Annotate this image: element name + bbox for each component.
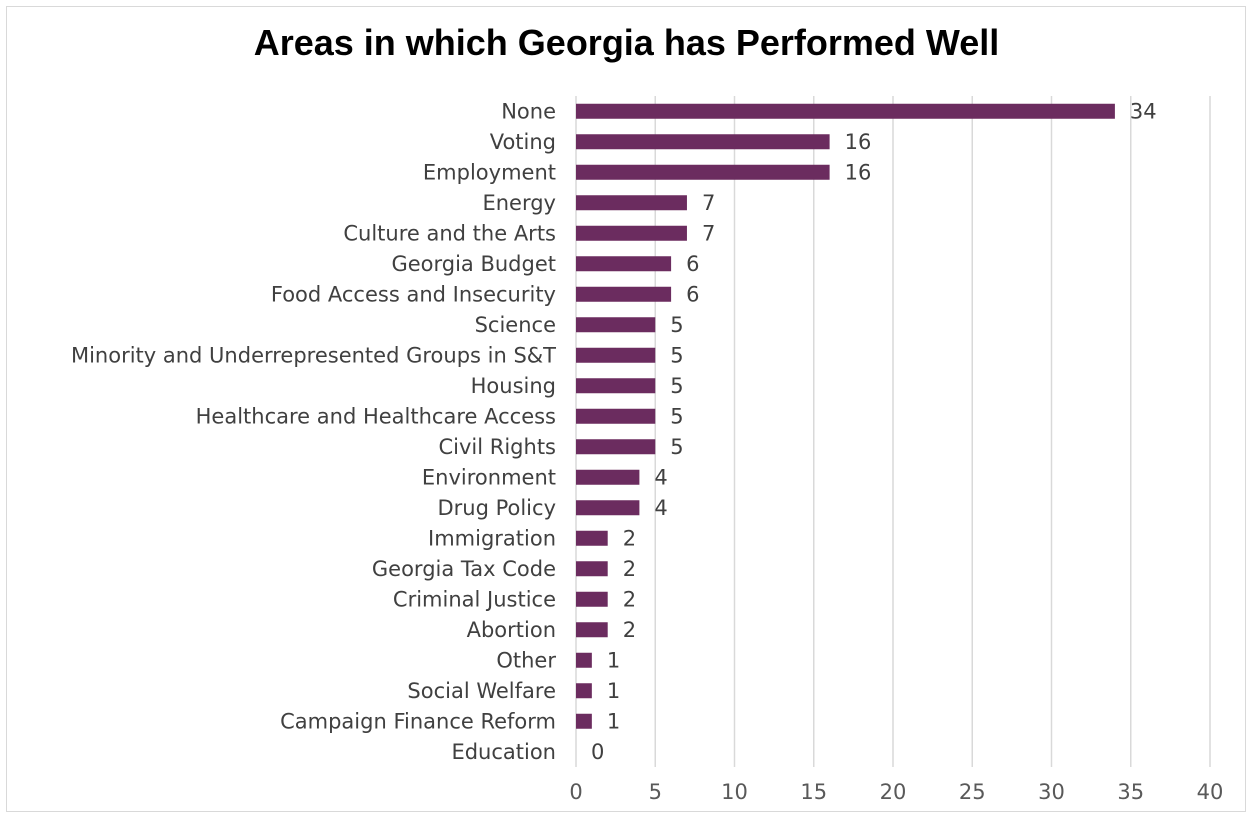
data-label: 5 <box>670 313 683 337</box>
category-label: Minority and Underrepresented Groups in … <box>71 343 556 367</box>
bar <box>576 378 656 394</box>
bar <box>576 561 608 577</box>
category-label: Campaign Finance Reform <box>280 709 556 733</box>
bar <box>576 225 687 241</box>
category-label: Georgia Budget <box>391 252 556 276</box>
x-tick-label: 15 <box>800 780 827 804</box>
bar <box>576 317 656 333</box>
x-tick-label: 0 <box>569 780 582 804</box>
bar <box>576 256 672 272</box>
data-label: 6 <box>686 282 699 306</box>
bar <box>576 591 608 607</box>
bar <box>576 713 592 729</box>
bar <box>576 408 656 424</box>
data-label: 2 <box>623 526 636 550</box>
data-label: 1 <box>607 709 620 733</box>
category-label: Science <box>475 313 556 337</box>
bar <box>576 683 592 699</box>
category-label: Environment <box>422 465 556 489</box>
data-label: 6 <box>686 252 699 276</box>
data-label: 2 <box>623 587 636 611</box>
category-label: Abortion <box>467 618 556 642</box>
x-tick-label: 40 <box>1197 780 1224 804</box>
category-label: Other <box>496 648 556 672</box>
data-label: 16 <box>845 130 872 154</box>
x-tick-label: 30 <box>1038 780 1065 804</box>
data-label: 2 <box>623 557 636 581</box>
bar <box>576 347 656 363</box>
data-label: 5 <box>670 374 683 398</box>
data-label: 2 <box>623 618 636 642</box>
category-label: Criminal Justice <box>393 587 556 611</box>
bar <box>576 134 830 150</box>
data-label: 4 <box>654 496 667 520</box>
category-label: Civil Rights <box>438 435 556 459</box>
bar <box>576 439 656 455</box>
x-tick-labels: 0 5 10 15 20 25 30 35 40 <box>569 780 1223 804</box>
category-label: Education <box>451 740 556 764</box>
category-label: Culture and the Arts <box>343 221 556 245</box>
bar <box>576 103 1115 119</box>
bars <box>576 103 1115 729</box>
bar <box>576 652 592 668</box>
bar <box>576 500 640 516</box>
x-tick-label: 5 <box>649 780 662 804</box>
category-label: Employment <box>423 160 556 184</box>
data-label: 16 <box>845 160 872 184</box>
chart-title: Areas in which Georgia has Performed Wel… <box>253 22 1000 63</box>
category-labels: None Voting Employment Energy Culture and th… <box>71 99 556 764</box>
x-tick-label: 20 <box>880 780 907 804</box>
data-label: 1 <box>607 648 620 672</box>
bar <box>576 286 672 302</box>
category-label: Energy <box>482 191 556 215</box>
category-label: Voting <box>490 130 556 154</box>
category-label: Social Welfare <box>407 679 556 703</box>
category-label: Georgia Tax Code <box>372 557 556 581</box>
bar <box>576 164 830 180</box>
data-label: 5 <box>670 435 683 459</box>
data-label: 5 <box>670 404 683 428</box>
category-label: Immigration <box>428 526 556 550</box>
data-label: 7 <box>702 221 715 245</box>
x-tick-label: 10 <box>721 780 748 804</box>
data-label: 1 <box>607 679 620 703</box>
category-label: Housing <box>471 374 556 398</box>
category-label: Food Access and Insecurity <box>271 282 556 306</box>
bar <box>576 195 687 211</box>
category-label: Healthcare and Healthcare Access <box>196 404 556 428</box>
data-label: 7 <box>702 191 715 215</box>
category-label: None <box>501 99 556 123</box>
data-label: 4 <box>654 465 667 489</box>
data-label: 5 <box>670 343 683 367</box>
data-label: 34 <box>1130 99 1157 123</box>
bar <box>576 469 640 485</box>
category-label: Drug Policy <box>437 496 556 520</box>
x-tick-label: 25 <box>959 780 986 804</box>
bar <box>576 530 608 546</box>
x-tick-label: 35 <box>1117 780 1144 804</box>
bar <box>576 622 608 638</box>
data-label: 0 <box>591 740 604 764</box>
